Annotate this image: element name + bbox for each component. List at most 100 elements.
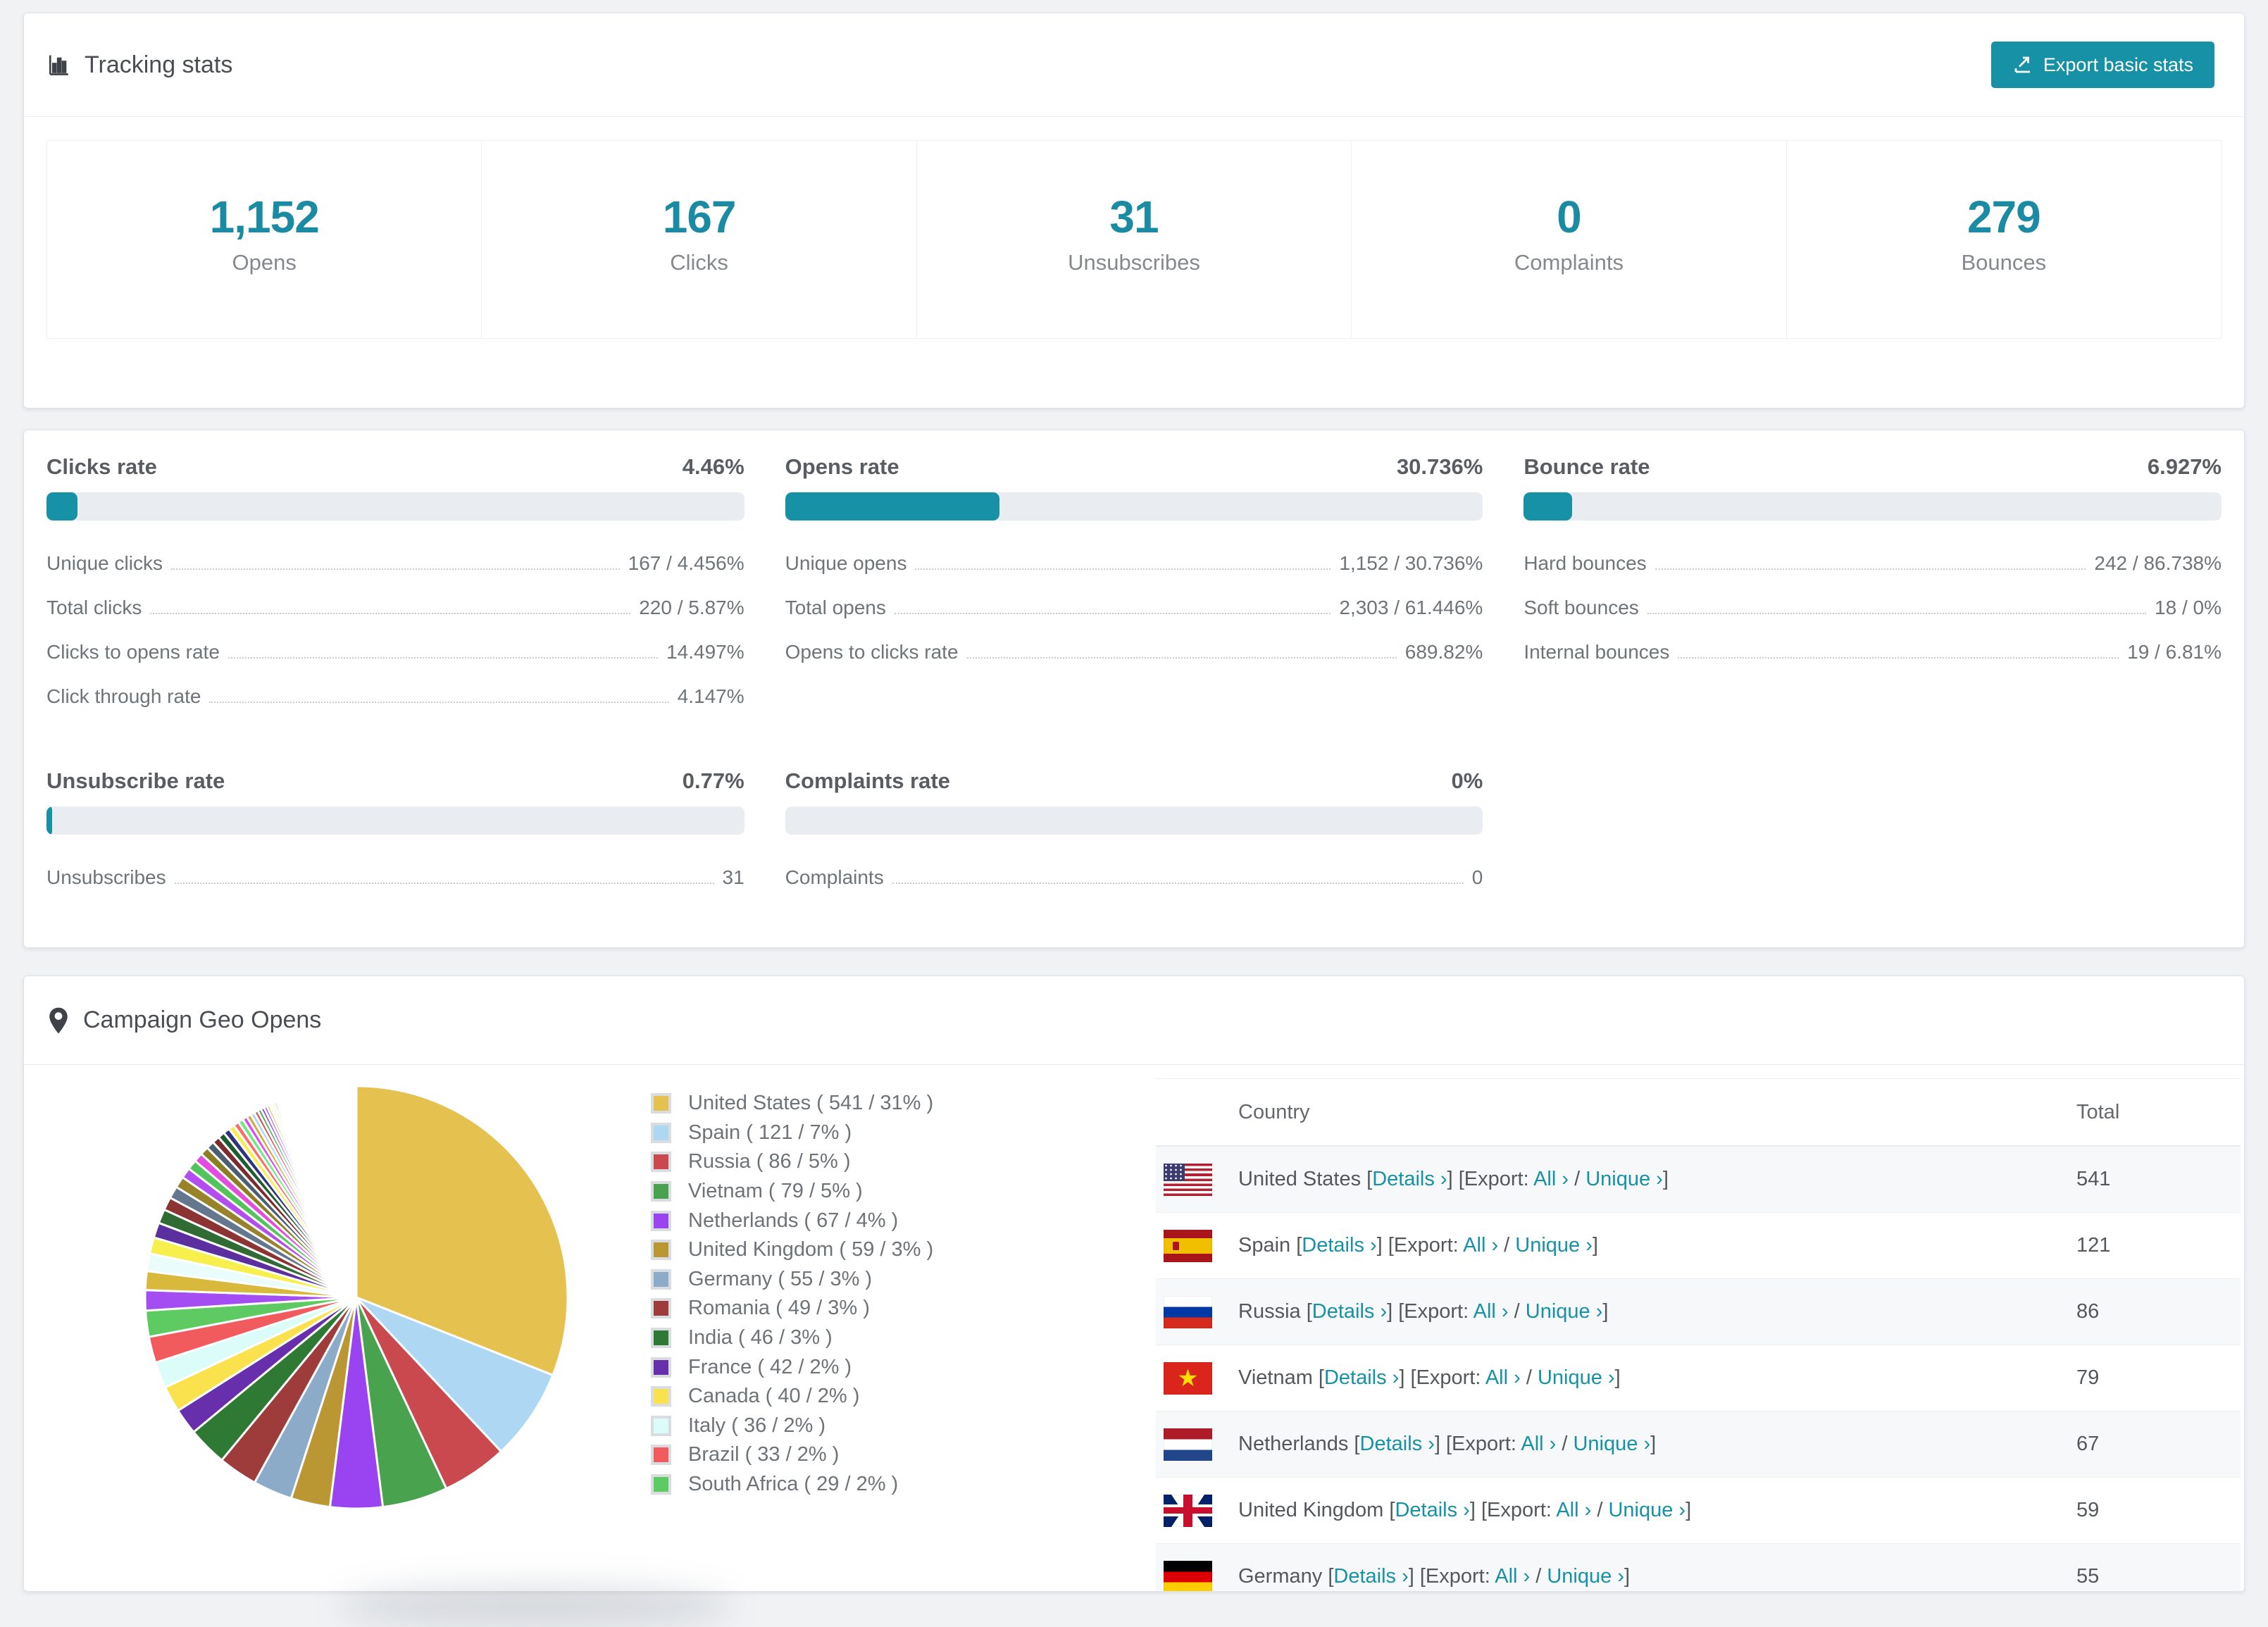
geo-table-row: Spain [Details ›] [Export: All › / Uniqu… — [1156, 1213, 2241, 1279]
total-cell: 79 — [2076, 1366, 2100, 1389]
rate-value: 0.77% — [682, 768, 744, 793]
rate-title: Unsubscribe rate — [46, 768, 225, 793]
details-link[interactable]: Details › — [1323, 1366, 1400, 1389]
column-header-country: Country — [1238, 1100, 1310, 1123]
summary-stat-label: Complaints — [1514, 250, 1624, 275]
legend-item[interactable]: Germany ( 55 / 3% ) — [651, 1265, 933, 1295]
legend-item[interactable]: United States ( 541 / 31% ) — [651, 1089, 933, 1118]
legend-item[interactable]: Brazil ( 33 / 2% ) — [651, 1440, 933, 1470]
rates-grid: Clicks rate 4.46% Unique clicks 167 / 4.… — [24, 430, 2244, 921]
rate-detail-label: Click through rate — [46, 685, 201, 707]
export-all-link[interactable]: All › — [1473, 1300, 1509, 1323]
legend-item[interactable]: India ( 46 / 3% ) — [651, 1323, 933, 1353]
geo-table-row: Russia [Details ›] [Export: All › / Uniq… — [1156, 1279, 2241, 1345]
summary-stat-label: Opens — [232, 250, 297, 275]
export-all-link[interactable]: All › — [1485, 1366, 1521, 1389]
legend-label: Canada ( 40 / 2% ) — [688, 1385, 860, 1408]
rate-detail-value: 689.82% — [1404, 641, 1483, 663]
dotted-leader — [894, 613, 1331, 614]
rate-detail-label: Unsubscribes — [46, 866, 166, 888]
legend-swatch — [651, 1181, 671, 1202]
rate-detail-value: 220 / 5.87% — [639, 597, 744, 618]
country-cell: Spain [Details ›] [Export: All › / Uniqu… — [1238, 1234, 1598, 1257]
summary-stat-label: Bounces — [1961, 250, 2047, 275]
rate-detail-row: Soft bounces 18 / 0% — [1524, 579, 2222, 623]
pie-slice[interactable] — [355, 1296, 554, 1453]
details-link[interactable]: Details › — [1359, 1433, 1435, 1455]
rate-detail-value: 18 / 0% — [2155, 597, 2222, 618]
legend-item[interactable]: Spain ( 121 / 7% ) — [651, 1118, 933, 1148]
rate-detail-label: Hard bounces — [1524, 552, 1647, 574]
legend-label: India ( 46 / 3% ) — [688, 1326, 833, 1349]
geo-table-row: Netherlands [Details ›] [Export: All › /… — [1156, 1411, 2241, 1478]
legend-item[interactable]: Canada ( 40 / 2% ) — [651, 1382, 933, 1411]
dotted-leader — [1647, 613, 2147, 614]
legend-item[interactable]: Vietnam ( 79 / 5% ) — [651, 1177, 933, 1207]
summary-stat-cell: 279 Bounces — [1787, 141, 2221, 338]
dotted-leader — [209, 702, 669, 703]
legend-item[interactable]: Russia ( 86 / 5% ) — [651, 1147, 933, 1177]
export-unique-link[interactable]: Unique › — [1585, 1168, 1663, 1190]
summary-stat-cell: 31 Unsubscribes — [917, 141, 1352, 338]
total-cell: 541 — [2076, 1168, 2111, 1190]
export-all-link[interactable]: All › — [1533, 1168, 1569, 1190]
legend-swatch — [651, 1474, 671, 1495]
country-flag-icon — [1164, 1428, 1212, 1461]
details-link[interactable]: Details › — [1372, 1168, 1447, 1190]
rate-detail-label: Unique clicks — [46, 552, 163, 574]
rate-progress-fill — [46, 806, 52, 835]
summary-stat-label: Unsubscribes — [1068, 250, 1200, 275]
legend-item[interactable]: United Kingdom ( 59 / 3% ) — [651, 1235, 933, 1265]
export-unique-link[interactable]: Unique › — [1525, 1300, 1603, 1323]
export-all-link[interactable]: All › — [1463, 1234, 1499, 1257]
export-all-link[interactable]: All › — [1521, 1433, 1557, 1455]
rate-section: Opens rate 30.736% Unique opens 1,152 / … — [785, 454, 1483, 712]
export-all-link[interactable]: All › — [1556, 1499, 1592, 1521]
legend-swatch — [651, 1268, 671, 1290]
legend-item[interactable]: Italy ( 36 / 2% ) — [651, 1411, 933, 1441]
export-unique-link[interactable]: Unique › — [1515, 1234, 1593, 1257]
rate-detail-row: Total opens 2,303 / 61.446% — [785, 579, 1483, 623]
legend-item[interactable]: South Africa ( 29 / 2% ) — [651, 1470, 933, 1500]
export-unique-link[interactable]: Unique › — [1573, 1433, 1651, 1455]
export-unique-link[interactable]: Unique › — [1537, 1366, 1615, 1389]
legend-swatch — [651, 1328, 671, 1349]
bar-chart-icon — [46, 52, 72, 77]
total-cell: 55 — [2076, 1565, 2100, 1588]
details-link[interactable]: Details › — [1311, 1300, 1388, 1323]
legend-swatch — [651, 1357, 671, 1378]
export-unique-link[interactable]: Unique › — [1547, 1565, 1624, 1588]
country-flag-icon — [1164, 1229, 1212, 1262]
legend-item[interactable]: France ( 42 / 2% ) — [651, 1352, 933, 1382]
rate-detail-label: Opens to clicks rate — [785, 641, 959, 663]
geo-header: Campaign Geo Opens — [24, 976, 2244, 1065]
rate-detail-value: 31 — [722, 866, 744, 888]
details-link[interactable]: Details › — [1302, 1234, 1377, 1257]
details-link[interactable]: Details › — [1395, 1499, 1470, 1521]
legend-item[interactable]: Romania ( 49 / 3% ) — [651, 1294, 933, 1323]
dotted-leader — [174, 883, 714, 884]
details-link[interactable]: Details › — [1333, 1565, 1409, 1588]
country-cell: Vietnam [Details ›] [Export: All › / Uni… — [1238, 1366, 1621, 1389]
map-pin-icon — [46, 1006, 70, 1035]
export-all-link[interactable]: All › — [1495, 1565, 1531, 1588]
column-header-total: Total — [2076, 1100, 2120, 1123]
summary-stat-value: 279 — [1967, 192, 2041, 242]
rate-detail-label: Total opens — [785, 597, 886, 618]
card-title: Campaign Geo Opens — [83, 1006, 322, 1033]
pie-slice[interactable] — [304, 1091, 358, 1299]
country-cell: Netherlands [Details ›] [Export: All › /… — [1238, 1433, 1657, 1455]
pie-slice[interactable] — [355, 1085, 569, 1376]
rate-progress-bar — [785, 806, 1483, 835]
export-unique-link[interactable]: Unique › — [1608, 1499, 1686, 1521]
legend-item[interactable]: Netherlands ( 67 / 4% ) — [651, 1206, 933, 1235]
country-flag-icon — [1164, 1560, 1212, 1591]
legend-swatch — [651, 1122, 671, 1143]
total-cell: 121 — [2076, 1234, 2111, 1257]
geo-pie-chart — [141, 1082, 572, 1513]
legend-swatch — [651, 1093, 671, 1114]
summary-stat-value: 0 — [1557, 192, 1582, 242]
rate-progress-fill — [785, 492, 1000, 520]
export-basic-stats-button[interactable]: Export basic stats — [1990, 42, 2214, 88]
summary-stat-value: 167 — [662, 192, 737, 242]
